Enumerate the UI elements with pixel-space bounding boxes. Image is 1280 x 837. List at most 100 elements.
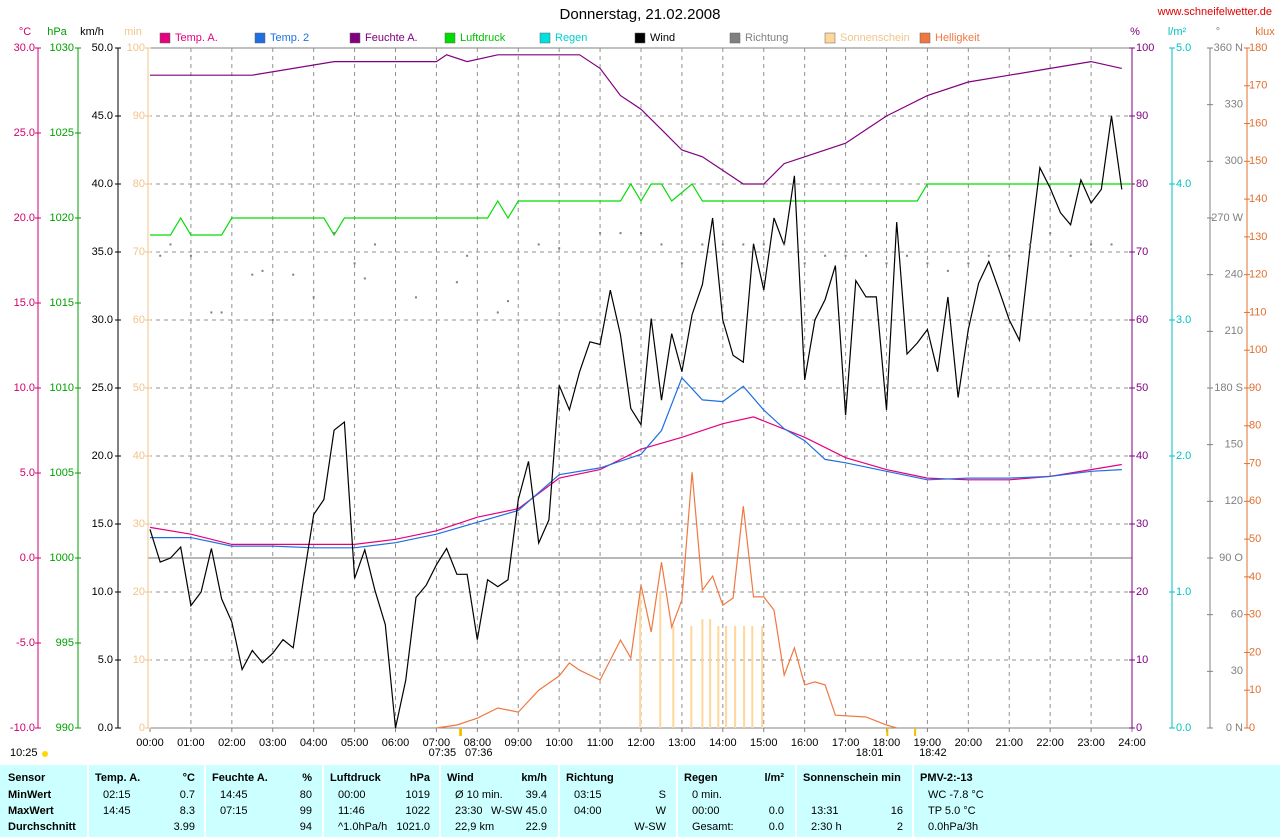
cell: 80 bbox=[300, 789, 312, 801]
x-tick-label: 13:00 bbox=[668, 737, 696, 749]
y-tick-label: 1015 bbox=[50, 297, 74, 309]
direction-dot bbox=[680, 262, 683, 265]
y-tick-label: 10.0 bbox=[14, 382, 35, 394]
y-tick-label: 30 bbox=[1249, 609, 1261, 621]
group-title: Regen bbox=[684, 772, 718, 784]
direction-dot bbox=[987, 254, 990, 257]
legend-swatch bbox=[634, 32, 646, 44]
axis-unit: hPa bbox=[47, 26, 67, 38]
group-title: Feuchte A. bbox=[212, 772, 268, 784]
x-tick-label: 08:00 bbox=[464, 737, 492, 749]
x-tick-label: 06:00 bbox=[382, 737, 410, 749]
cell: 1021.0 bbox=[396, 821, 430, 833]
y-tick-label: 1025 bbox=[50, 127, 74, 139]
group-title: Sonnenschein min bbox=[803, 772, 901, 784]
direction-dot bbox=[721, 243, 724, 246]
sunshine-bar bbox=[717, 626, 720, 728]
series-line bbox=[150, 54, 1122, 185]
axis-unit: % bbox=[1130, 26, 1140, 38]
y-tick-label: 240 bbox=[1225, 269, 1243, 281]
y-tick-label: 20 bbox=[1136, 586, 1148, 598]
cell: W-SW 45.0 bbox=[491, 805, 547, 817]
y-tick-label: 360 N bbox=[1214, 42, 1243, 54]
x-tick-label: 18:00 bbox=[873, 737, 901, 749]
x-tick-label: 05:00 bbox=[341, 737, 369, 749]
cell: 00:00 bbox=[338, 789, 366, 801]
y-tick-label: 50.0 bbox=[92, 42, 113, 54]
cell: ^1.0hPa/h bbox=[338, 821, 387, 833]
direction-dot bbox=[507, 300, 510, 303]
sunshine-bar bbox=[751, 626, 754, 728]
series-line bbox=[149, 416, 1122, 545]
cell: TP 5.0 °C bbox=[928, 805, 976, 817]
cell: 11:46 bbox=[338, 805, 365, 817]
y-tick-label: 120 bbox=[1249, 269, 1267, 281]
legend-label: Temp. 2 bbox=[270, 32, 309, 44]
cell: 14:45 bbox=[103, 805, 131, 817]
direction-dot bbox=[363, 277, 366, 280]
legend-label: Richtung bbox=[745, 32, 788, 44]
cell: 00:00 bbox=[692, 805, 720, 817]
cell: 16 bbox=[891, 805, 903, 817]
y-tick-label: 60 bbox=[1231, 609, 1243, 621]
sunshine-bar bbox=[761, 626, 764, 728]
x-tick-label: 01:00 bbox=[177, 737, 205, 749]
group-title: Luftdruck bbox=[330, 772, 382, 784]
x-tick-label: 17:00 bbox=[832, 737, 860, 749]
direction-dot bbox=[803, 262, 806, 265]
axis-unit: min bbox=[124, 26, 142, 38]
cell: 39.4 bbox=[526, 789, 547, 801]
series-line bbox=[150, 182, 1132, 237]
y-tick-label: 90 bbox=[133, 110, 145, 122]
y-tick-label: 30 bbox=[133, 518, 145, 530]
direction-dot bbox=[1090, 243, 1093, 246]
direction-dot bbox=[1028, 243, 1031, 246]
y-tick-label: 50 bbox=[1136, 382, 1148, 394]
direction-dot bbox=[271, 319, 274, 321]
y-tick-label: 10 bbox=[133, 654, 145, 666]
cell: 22.9 bbox=[526, 821, 547, 833]
y-tick-label: 80 bbox=[1249, 420, 1261, 432]
group-unit: °C bbox=[183, 772, 195, 784]
y-tick-label: 30 bbox=[1136, 518, 1148, 530]
y-tick-label: 160 bbox=[1249, 117, 1267, 129]
y-tick-label: 10 bbox=[1136, 654, 1148, 666]
x-tick-label: 23:00 bbox=[1077, 737, 1105, 749]
group-title: Richtung bbox=[566, 772, 614, 784]
cell: W-SW bbox=[634, 821, 666, 833]
direction-dot bbox=[558, 247, 561, 250]
y-tick-label: 70 bbox=[133, 246, 145, 258]
y-tick-label: 0.0 bbox=[20, 552, 35, 564]
y-tick-label: 20 bbox=[133, 586, 145, 598]
x-tick-label: 03:00 bbox=[259, 737, 287, 749]
sun-icon bbox=[42, 751, 48, 757]
direction-dot bbox=[312, 296, 315, 299]
legend-swatch bbox=[729, 32, 741, 44]
y-tick-label: 10 bbox=[1249, 684, 1261, 696]
cell: 04:00 bbox=[574, 805, 602, 817]
y-tick-label: 10.0 bbox=[92, 586, 113, 598]
cell: W bbox=[656, 805, 667, 817]
cell: 22,9 km bbox=[455, 821, 494, 833]
sunshine-bar bbox=[659, 592, 662, 728]
y-tick-label: 0.0 bbox=[98, 722, 113, 734]
cell: 14:45 bbox=[220, 789, 248, 801]
direction-dot bbox=[844, 254, 847, 257]
cell: 0.7 bbox=[180, 789, 195, 801]
y-tick-label: 130 bbox=[1249, 231, 1267, 243]
sunshine-bar bbox=[672, 626, 675, 728]
cell: Gesamt: bbox=[692, 821, 734, 833]
direction-dot bbox=[660, 243, 663, 246]
x-tick-label: 21:00 bbox=[995, 737, 1023, 749]
sunshine-bar bbox=[639, 592, 642, 728]
group-title: Temp. A. bbox=[95, 772, 140, 784]
cell: 3.99 bbox=[174, 821, 195, 833]
legend-label: Temp. A. bbox=[175, 32, 218, 44]
y-tick-label: 45.0 bbox=[92, 110, 113, 122]
y-tick-label: 25.0 bbox=[92, 382, 113, 394]
y-tick-label: 40.0 bbox=[92, 178, 113, 190]
y-tick-label: 0.0 bbox=[1176, 722, 1191, 734]
cell: 07:15 bbox=[220, 805, 248, 817]
y-tick-label: 50 bbox=[133, 382, 145, 394]
